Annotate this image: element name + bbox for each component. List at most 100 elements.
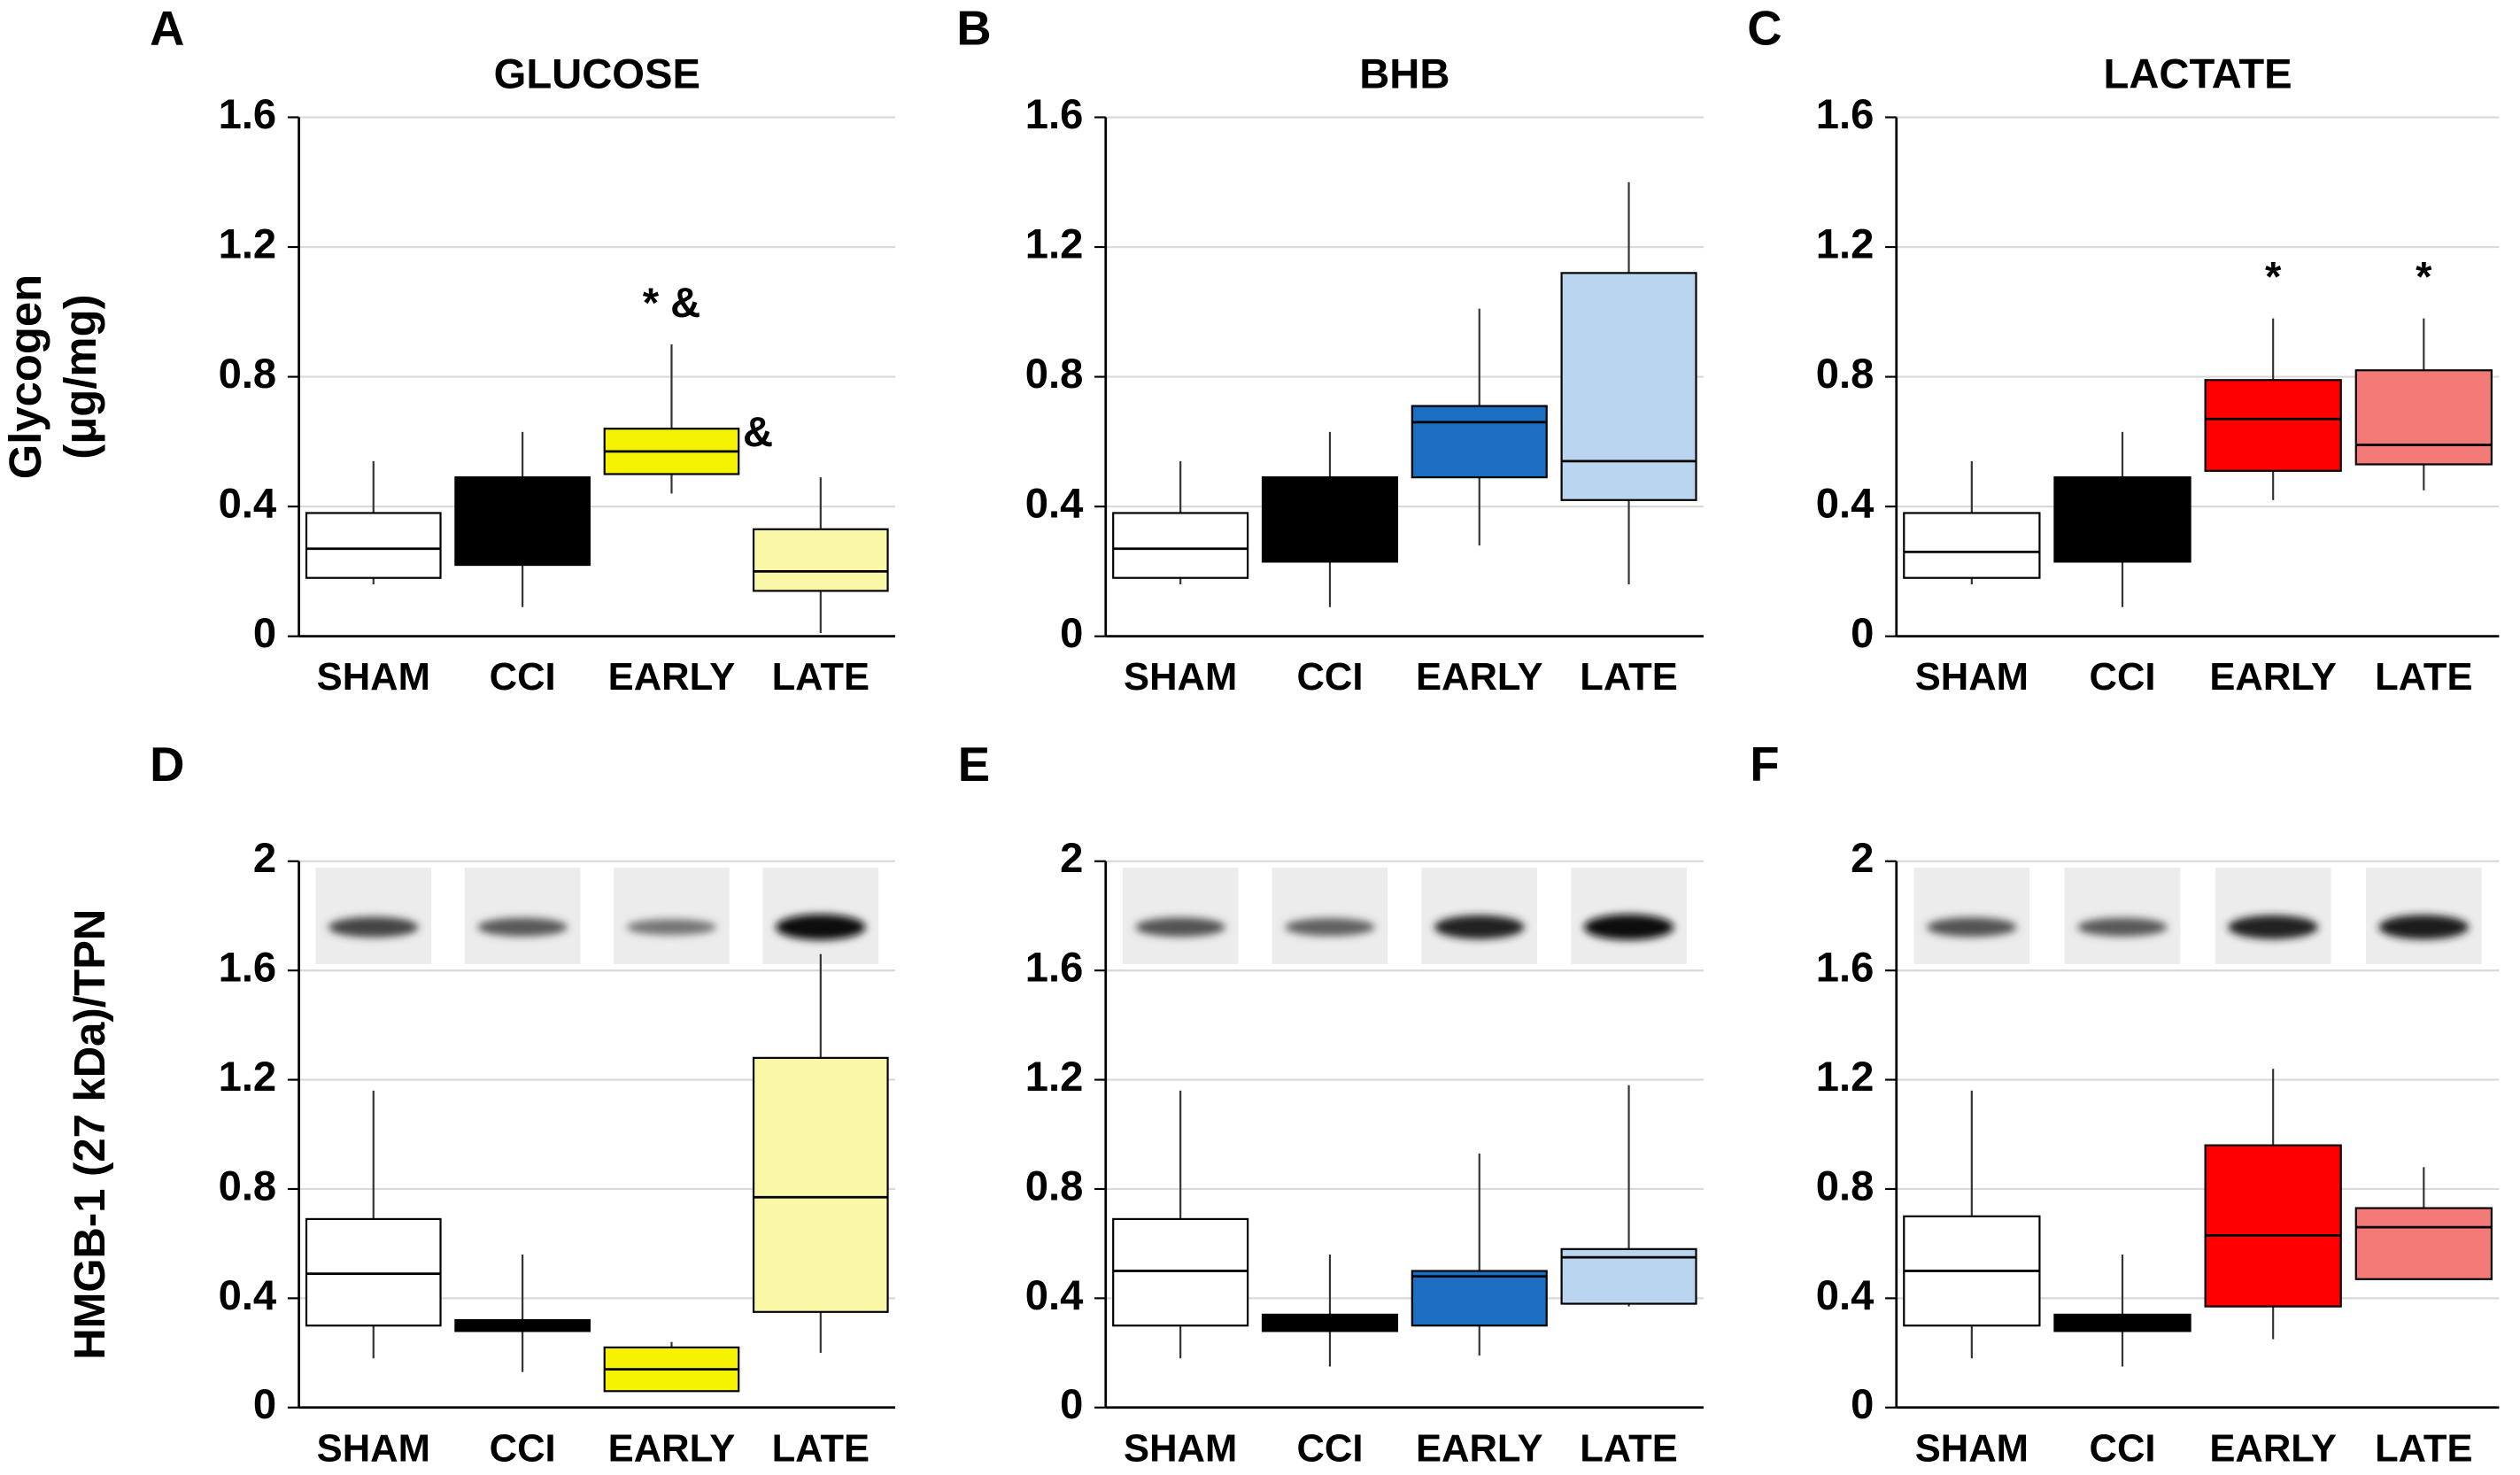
- box: [752, 528, 889, 592]
- box: [2354, 1207, 2493, 1280]
- blot-band: [2077, 917, 2168, 937]
- y-tick-label: 1.2: [1816, 1053, 1875, 1100]
- annotation: *: [2416, 253, 2432, 300]
- x-tick-label: CCI: [490, 656, 556, 699]
- y-tick-label: 0: [253, 609, 276, 656]
- panel-letter: A: [150, 2, 184, 56]
- y-tick-label: 1.2: [1025, 220, 1084, 266]
- y-tick-label: 0.4: [1025, 1271, 1084, 1318]
- box: [305, 1217, 442, 1327]
- y-tick-label: 0.8: [1816, 350, 1875, 397]
- box: [1411, 1270, 1548, 1327]
- box: [2053, 1313, 2191, 1332]
- x-tick-label: LATE: [772, 656, 870, 699]
- box: [454, 476, 591, 567]
- y-tick-label: 0.8: [1025, 1162, 1084, 1209]
- blot-band: [1434, 915, 1525, 939]
- y-tick-label: 0.8: [219, 1162, 277, 1209]
- y-tick-label: 1.6: [1025, 944, 1084, 991]
- box: [1903, 512, 2041, 579]
- panel-letter: D: [150, 738, 184, 792]
- blot-band: [1927, 917, 2017, 938]
- panel-title: BHB: [1359, 50, 1449, 97]
- box: [1112, 512, 1249, 579]
- y-tick-label: 2: [1851, 834, 1874, 881]
- y-axis-label: (μg/mg): [55, 294, 105, 459]
- y-tick-label: 0.4: [1025, 480, 1084, 527]
- blot-band: [328, 916, 419, 938]
- x-tick-label: SHAM: [1915, 656, 2029, 699]
- y-tick-label: 1.2: [1025, 1053, 1084, 1100]
- x-tick-label: LATE: [2375, 656, 2472, 699]
- box: [752, 1056, 889, 1313]
- annotation: &: [743, 408, 773, 455]
- blot-band: [2228, 915, 2318, 939]
- x-tick-label: CCI: [2089, 1427, 2155, 1470]
- panel-title: LACTATE: [2104, 50, 2292, 97]
- x-tick-label: EARLY: [608, 656, 736, 699]
- y-tick-label: 0.8: [1025, 350, 1084, 397]
- blot-background: [1913, 868, 2030, 964]
- y-tick-label: 0: [1060, 609, 1083, 656]
- blot-background: [464, 868, 581, 964]
- y-tick-label: 0: [1851, 609, 1874, 656]
- box: [305, 512, 442, 579]
- blot-background: [2064, 868, 2181, 964]
- x-tick-label: LATE: [2375, 1427, 2472, 1470]
- y-tick-label: 1.6: [1025, 90, 1084, 137]
- panel-letter: F: [1750, 738, 1779, 792]
- x-tick-label: EARLY: [608, 1427, 736, 1470]
- box: [2354, 369, 2493, 466]
- x-tick-label: CCI: [2089, 656, 2155, 699]
- blot-band: [1583, 914, 1674, 940]
- x-tick-label: EARLY: [1416, 656, 1543, 699]
- y-tick-label: 0.4: [219, 1271, 277, 1318]
- blot-band: [1135, 917, 1225, 938]
- y-tick-label: 0.4: [1816, 1271, 1875, 1318]
- y-tick-label: 1.2: [1816, 220, 1875, 266]
- x-tick-label: EARLY: [2209, 1427, 2337, 1470]
- y-tick-label: 0.4: [1816, 480, 1875, 527]
- y-tick-label: 0.8: [219, 350, 277, 397]
- x-tick-label: SHAM: [1124, 656, 1237, 699]
- annotation: *: [2265, 253, 2282, 300]
- box: [1112, 1217, 1249, 1327]
- blot-band: [775, 914, 866, 940]
- x-tick-label: SHAM: [1124, 1427, 1237, 1470]
- blot-background: [1272, 868, 1388, 964]
- blot-band: [2378, 915, 2470, 939]
- x-tick-label: SHAM: [1915, 1427, 2029, 1470]
- y-tick-label: 2: [1060, 834, 1083, 881]
- y-tick-label: 0: [253, 1380, 276, 1427]
- annotation: * &: [643, 279, 701, 326]
- y-axis-label: HMGB-1 (27 kDa)/TPN: [66, 909, 114, 1360]
- y-tick-label: 1.6: [219, 944, 277, 991]
- x-tick-label: LATE: [772, 1427, 870, 1470]
- blot-band: [626, 919, 717, 936]
- y-axis-label: Glycogen: [0, 274, 50, 479]
- x-tick-label: EARLY: [2209, 656, 2337, 699]
- blot-background: [315, 868, 432, 964]
- y-tick-label: 0.4: [219, 480, 277, 527]
- panel-letter: E: [958, 738, 990, 792]
- blot-band: [477, 917, 568, 937]
- y-tick-label: 1.6: [1816, 944, 1875, 991]
- x-tick-label: LATE: [1580, 1427, 1677, 1470]
- y-tick-label: 0: [1060, 1380, 1083, 1427]
- blot-background: [1122, 868, 1239, 964]
- y-tick-label: 0: [1851, 1380, 1874, 1427]
- blot-band: [1285, 917, 1375, 937]
- x-tick-label: LATE: [1580, 656, 1677, 699]
- y-tick-label: 1.6: [1816, 90, 1875, 137]
- x-tick-label: SHAM: [317, 656, 430, 699]
- box: [2204, 1144, 2342, 1308]
- y-tick-label: 0.8: [1816, 1162, 1875, 1209]
- blot-background: [614, 868, 730, 964]
- panel-letter: B: [956, 2, 991, 56]
- x-tick-label: CCI: [490, 1427, 556, 1470]
- x-tick-label: SHAM: [317, 1427, 430, 1470]
- x-tick-label: CCI: [1296, 656, 1363, 699]
- box: [1560, 272, 1697, 501]
- panel-title: GLUCOSE: [494, 50, 700, 97]
